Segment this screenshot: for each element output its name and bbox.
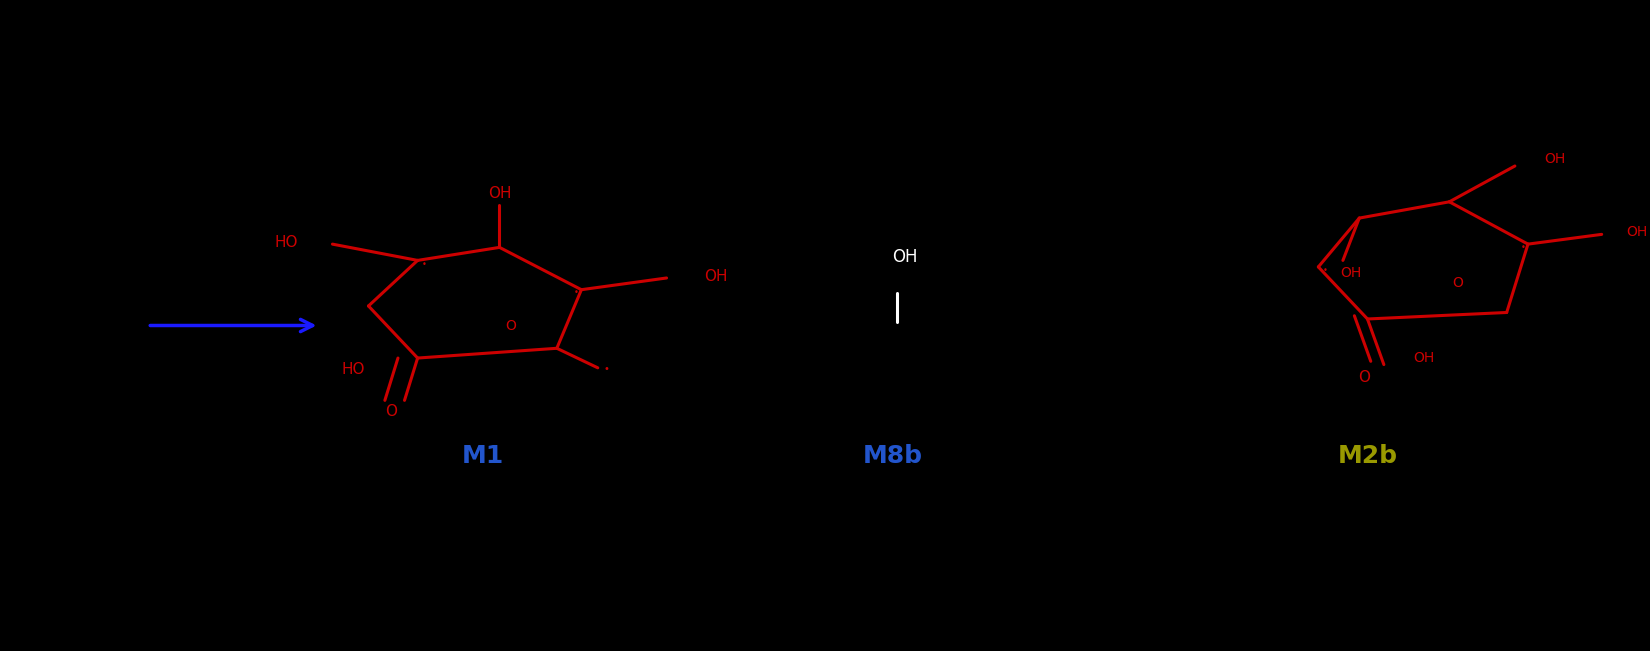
Text: OH: OH	[1340, 266, 1361, 281]
Text: OH: OH	[705, 269, 728, 284]
Text: OH: OH	[1627, 225, 1647, 240]
Text: •: •	[602, 364, 609, 374]
Text: HO: HO	[274, 234, 299, 250]
Text: •: •	[1521, 243, 1526, 252]
Text: •: •	[574, 288, 579, 298]
Text: O: O	[1452, 276, 1464, 290]
Text: O: O	[386, 404, 398, 419]
Text: O: O	[505, 318, 516, 333]
Text: •: •	[1322, 266, 1327, 275]
Text: M2b: M2b	[1338, 444, 1398, 467]
Text: M1: M1	[462, 444, 505, 467]
Text: O: O	[1358, 370, 1369, 385]
Text: OH: OH	[1414, 351, 1434, 365]
Text: HO: HO	[342, 362, 365, 378]
Text: •: •	[422, 260, 427, 269]
Text: OH: OH	[1544, 152, 1566, 167]
Text: OH: OH	[488, 186, 512, 202]
Text: M8b: M8b	[863, 444, 922, 467]
Text: OH: OH	[893, 248, 917, 266]
